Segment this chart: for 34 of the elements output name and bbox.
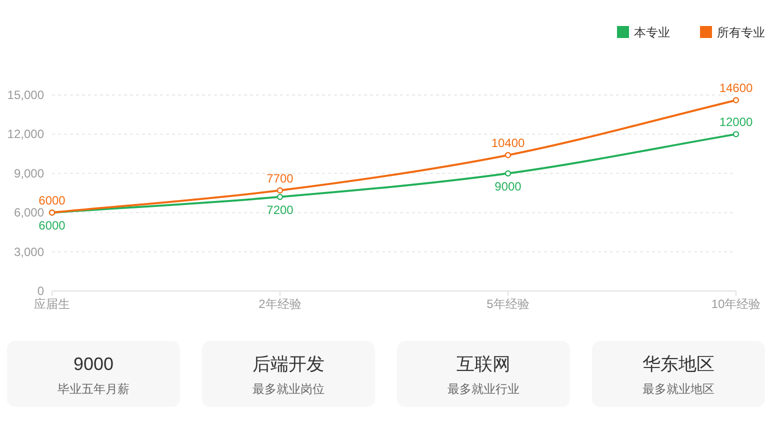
x-tick-label: 应届生 (34, 297, 70, 311)
x-tick-label: 5年经验 (486, 297, 530, 311)
point (276, 187, 284, 194)
text: 9000 (73, 354, 114, 374)
point (504, 152, 512, 158)
text: 最多就业岗位 (252, 382, 324, 396)
data-label: 6000 (38, 194, 66, 208)
y-tick-label: 12,000 (7, 127, 44, 142)
text: 后端开发 (252, 354, 324, 374)
data-label: 6000 (38, 218, 66, 233)
legend-label: 本专业 (634, 26, 670, 40)
text: 互联网 (456, 354, 510, 374)
x-tick-label: 2年经验 (258, 297, 302, 311)
point (276, 194, 284, 200)
x-tick-label: 10年经验 (711, 297, 761, 311)
point (732, 97, 740, 104)
y-tick-label: 15,000 (7, 88, 44, 102)
legend-label: 所有专业 (717, 26, 765, 40)
text: 最多就业行业 (448, 382, 520, 396)
y-tick-label: 9,000 (14, 166, 44, 180)
data-label: 10400 (491, 136, 526, 150)
text: 毕业五年月薪 (58, 382, 130, 396)
data-label: 14600 (719, 81, 754, 96)
y-tick-label: 3,000 (14, 244, 44, 259)
data-label: 7200 (266, 202, 294, 217)
text: 华东地区 (642, 354, 714, 374)
data-label: 12000 (719, 115, 754, 130)
y-tick-label: 0 (37, 284, 44, 298)
data-label: 9000 (494, 179, 522, 194)
y-tick-label: 6,000 (14, 206, 44, 220)
point (504, 170, 512, 176)
point (732, 131, 740, 138)
text: 最多就业地区 (642, 382, 714, 396)
data-label: 7700 (266, 171, 294, 186)
